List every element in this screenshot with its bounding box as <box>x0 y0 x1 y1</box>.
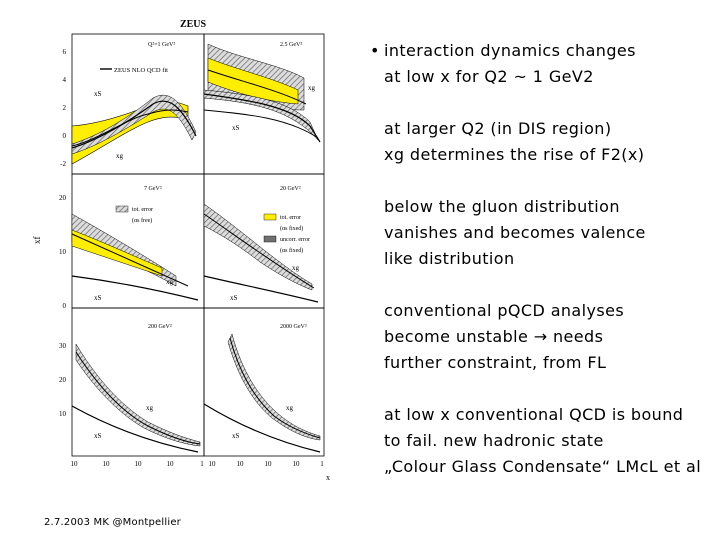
panel-q2-2000: 2000 GeV² xS xg <box>203 307 325 457</box>
xs-curve <box>203 275 319 303</box>
panel-q2-label: Q²=1 GeV² <box>148 42 175 48</box>
y-tick: 30 <box>59 342 67 350</box>
xg-label: xg <box>116 152 124 160</box>
xg-curve <box>71 109 189 147</box>
figure-title: ZEUS <box>180 19 207 30</box>
xs-label: xS <box>94 432 102 440</box>
xs-curve <box>71 275 199 301</box>
y-tick: 10 <box>59 248 67 256</box>
xs-curve-lower <box>203 109 319 139</box>
xs-band <box>71 94 197 155</box>
xg-band-yellow <box>207 57 299 105</box>
xg-label: xg <box>286 404 294 412</box>
x-tick: 10 <box>167 460 175 468</box>
xg-label: xg <box>308 84 316 92</box>
x-axis-label: x <box>326 473 330 482</box>
bullet-line: conventional pQCD analyses <box>384 301 625 320</box>
y-tick: 2 <box>63 104 67 112</box>
xs-label: xS <box>230 294 238 302</box>
panel-q2-20: tot. error (αs fixed) uncorr. error (αs … <box>203 173 325 309</box>
bullet-line: at low x conventional QCD is bound <box>384 405 684 424</box>
bullet-line: become unstable → needs <box>384 327 604 346</box>
panel-q2-label: 20 GeV² <box>280 186 301 192</box>
xs-curve <box>71 405 199 453</box>
xg-label: xg <box>166 278 174 286</box>
xg-curve <box>207 69 307 105</box>
xg-band-hatched <box>203 203 313 291</box>
bullet-item: below the gluon distribution vanishes an… <box>360 194 712 272</box>
panel-q2-label: 200 GeV² <box>148 324 172 330</box>
panel-q2-label: 7 GeV² <box>144 186 162 192</box>
y-tick: 20 <box>59 194 67 202</box>
xg-label: xg <box>292 264 300 272</box>
panel-q2-1: ZEUS NLO QCD fit Q²=1 GeV² xS xg <box>71 33 205 175</box>
panel-q2-label: 2000 GeV² <box>280 324 307 330</box>
footer-date-venue: 2.7.2003 MK @Montpellier <box>44 517 181 528</box>
legend-tot-fixed: tot. error <box>280 215 301 221</box>
xs-label: xS <box>232 124 240 132</box>
bullet-marker: • <box>370 41 380 60</box>
bullet-line: like distribution <box>384 249 515 268</box>
legend-tot-fixed-alpha: (αs fixed) <box>280 225 303 232</box>
xg-curve <box>229 337 321 439</box>
xg-curve <box>203 213 315 289</box>
x-tick: 1 <box>320 460 324 468</box>
bullet-line: „Colour Glass Condensate“ LMcL et al <box>384 457 702 476</box>
xg-band-hatched <box>227 333 321 441</box>
y-tick: 0 <box>63 302 67 310</box>
x-tick: 10 <box>237 460 245 468</box>
legend-uncorr-fixed: uncorr. error <box>280 237 310 243</box>
xs-label: xS <box>232 432 240 440</box>
legend-tot-free-alpha: (αs free) <box>132 217 152 224</box>
bullet-item: • interaction dynamics changes at low x … <box>360 38 712 90</box>
y-axis-label: xf <box>32 237 42 245</box>
y-tick: 20 <box>59 376 67 384</box>
y-tick: -2 <box>60 160 66 168</box>
xs-curve <box>203 403 321 453</box>
x-tick: 1 <box>200 460 204 468</box>
bullet-line: to fail. new hadronic state <box>384 431 604 450</box>
bullet-line: at low x for Q2 ~ 1 GeV2 <box>384 67 594 86</box>
panel-q2-label: 2.5 GeV² <box>280 42 302 48</box>
panel-q2-7: tot. error (αs free) 7 GeV² xS xg <box>71 173 205 309</box>
bullet-line: vanishes and becomes valence <box>384 223 646 242</box>
bullet-line: xg determines the rise of F2(x) <box>384 145 645 164</box>
xs-curve <box>203 93 321 143</box>
xg-label: xg <box>146 404 154 412</box>
x-tick: 10 <box>135 460 143 468</box>
bullet-list: • interaction dynamics changes at low x … <box>360 38 712 506</box>
xs-label: xS <box>94 294 102 302</box>
xg-curve <box>75 351 201 445</box>
zeus-parton-figure: ZEUS xf x 6 4 2 0 -2 20 10 0 30 20 10 ZE… <box>32 19 330 482</box>
bullet-line: at larger Q2 (in DIS region) <box>384 119 612 138</box>
y-tick: 0 <box>63 132 67 140</box>
bullet-item: at low x conventional QCD is bound to fa… <box>360 402 712 480</box>
x-tick: 10 <box>209 460 217 468</box>
legend-tot-free: tot. error <box>132 207 153 213</box>
legend-fit: ZEUS NLO QCD fit <box>114 67 168 74</box>
xg-band-yellow <box>71 229 163 277</box>
x-tick: 10 <box>71 460 79 468</box>
bullet-line: further constraint, from FL <box>384 353 607 372</box>
panel-q2-200: 200 GeV² xS xg <box>71 307 205 457</box>
y-tick: 4 <box>63 76 67 84</box>
bullet-item: at larger Q2 (in DIS region) xg determin… <box>360 116 712 168</box>
xs-curve <box>71 100 197 149</box>
x-tick: 10 <box>103 460 111 468</box>
y-tick: 10 <box>59 410 67 418</box>
xg-curve <box>71 233 189 287</box>
panel-q2-2.5: 2.5 GeV² xS xg <box>203 33 325 175</box>
y-tick: 6 <box>63 48 67 56</box>
bullet-line: below the gluon distribution <box>384 197 620 216</box>
x-tick: 10 <box>293 460 301 468</box>
xs-label: xS <box>94 90 102 98</box>
x-tick: 10 <box>265 460 273 468</box>
bullet-item: conventional pQCD analyses become unstab… <box>360 298 712 376</box>
legend-uncorr-fixed-alpha: (αs fixed) <box>280 247 303 254</box>
xg-band-hatched <box>75 343 201 447</box>
bullet-line: interaction dynamics changes <box>384 41 636 60</box>
